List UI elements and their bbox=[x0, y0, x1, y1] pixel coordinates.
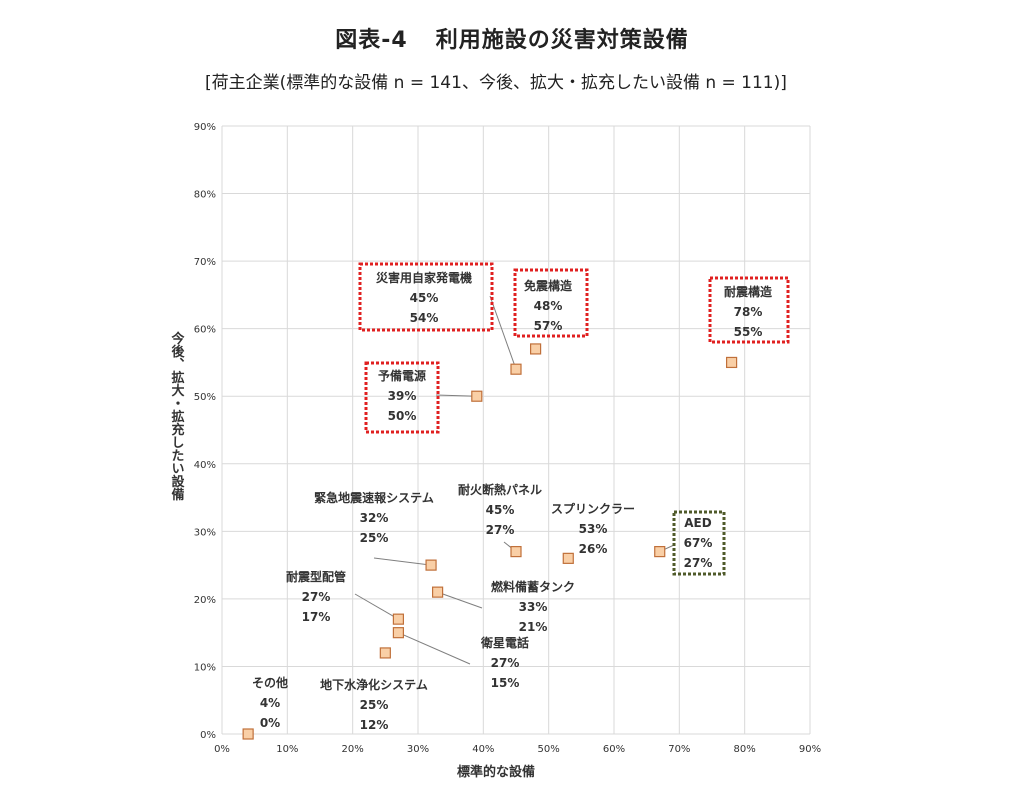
y-tick-label: 60% bbox=[194, 325, 216, 336]
y-tick-label: 50% bbox=[194, 392, 216, 403]
point-name-label: 地下水浄化システム bbox=[320, 677, 428, 692]
point-y-value-label: 57% bbox=[534, 319, 563, 333]
x-tick-label: 90% bbox=[799, 744, 821, 755]
data-point bbox=[654, 545, 666, 558]
data-point bbox=[379, 647, 391, 659]
y-tick-label: 20% bbox=[194, 595, 216, 606]
point-y-value-label: 21% bbox=[519, 620, 548, 634]
point-y-value-label: 25% bbox=[360, 531, 389, 545]
x-axis-title: 標準的な設備 bbox=[457, 764, 535, 780]
x-tick-label: 80% bbox=[734, 744, 756, 755]
highlight-box bbox=[513, 268, 589, 338]
point-name-label: 免震構造 bbox=[524, 278, 573, 293]
data-point bbox=[529, 343, 542, 355]
data-point bbox=[392, 613, 404, 625]
data-point bbox=[562, 552, 574, 564]
highlight-box bbox=[364, 361, 440, 434]
point-name-label: その他 bbox=[252, 675, 288, 690]
point-y-value-label: 0% bbox=[260, 716, 280, 730]
y-tick-label: 0% bbox=[200, 730, 216, 741]
data-point bbox=[510, 363, 522, 375]
point-name-label: 耐震型配管 bbox=[286, 569, 346, 584]
point-y-value-label: 15% bbox=[491, 676, 520, 690]
x-tick-label: 40% bbox=[472, 744, 494, 755]
point-name-label: 耐火断熱パネル bbox=[458, 482, 542, 497]
point-y-value-label: 17% bbox=[302, 610, 331, 624]
point-name-label: AED bbox=[684, 516, 711, 530]
y-tick-label: 40% bbox=[194, 460, 216, 471]
data-point bbox=[725, 356, 738, 369]
data-point bbox=[392, 627, 404, 639]
x-tick-label: 70% bbox=[668, 744, 690, 755]
y-tick-label: 70% bbox=[194, 257, 216, 268]
point-x-value-label: 39% bbox=[388, 389, 417, 403]
leader-line bbox=[489, 295, 517, 370]
data-point bbox=[432, 586, 444, 598]
leader-line bbox=[437, 591, 483, 609]
x-tick-label: 60% bbox=[603, 744, 625, 755]
point-y-value-label: 27% bbox=[486, 523, 515, 537]
data-point bbox=[425, 559, 437, 571]
point-x-value-label: 4% bbox=[260, 696, 280, 710]
point-y-value-label: 55% bbox=[734, 325, 763, 339]
x-tick-label: 30% bbox=[407, 744, 429, 755]
point-name-label: 衛星電話 bbox=[480, 635, 529, 650]
leader-line bbox=[435, 394, 477, 397]
y-tick-label: 30% bbox=[194, 527, 216, 538]
point-name-label: 災害用自家発電機 bbox=[376, 270, 472, 285]
figure-title: 利用施設の災害対策設備 bbox=[435, 28, 689, 53]
point-y-value-label: 54% bbox=[410, 311, 439, 325]
point-name-label: スプリンクラー bbox=[551, 501, 635, 516]
highlight-box bbox=[672, 510, 726, 576]
point-name-label: 耐震構造 bbox=[724, 284, 773, 299]
point-x-value-label: 27% bbox=[491, 656, 520, 670]
point-x-value-label: 25% bbox=[360, 698, 389, 712]
point-name-label: 予備電源 bbox=[378, 368, 426, 383]
point-x-value-label: 45% bbox=[486, 503, 515, 517]
data-point bbox=[242, 728, 254, 740]
point-y-value-label: 26% bbox=[579, 542, 608, 556]
point-x-value-label: 33% bbox=[519, 600, 548, 614]
x-tick-label: 50% bbox=[538, 744, 560, 755]
point-name-label: 燃料備蓄タンク bbox=[491, 579, 575, 594]
point-x-value-label: 78% bbox=[734, 305, 763, 319]
point-y-value-label: 12% bbox=[360, 718, 389, 732]
chart-subtitle: [荷主企業(標準的な設備 n = 141、今後、拡大・拡充したい設備 n = 1… bbox=[205, 73, 787, 93]
point-name-label: 緊急地震速報システム bbox=[314, 490, 434, 505]
point-x-value-label: 67% bbox=[684, 536, 713, 550]
point-x-value-label: 53% bbox=[579, 522, 608, 536]
y-tick-label: 10% bbox=[194, 662, 216, 673]
data-point bbox=[510, 545, 522, 558]
highlight-box bbox=[358, 262, 494, 332]
leader-line bbox=[354, 593, 399, 620]
point-y-value-label: 50% bbox=[388, 409, 417, 423]
point-y-value-label: 27% bbox=[684, 556, 713, 570]
leader-line bbox=[398, 632, 471, 665]
x-tick-label: 20% bbox=[342, 744, 364, 755]
y-tick-label: 90% bbox=[194, 122, 216, 133]
figure-number: 図表-4 bbox=[335, 28, 408, 53]
page-title: 図表-4 利用施設の災害対策設備 bbox=[0, 22, 1024, 54]
data-point bbox=[471, 390, 483, 402]
y-tick-label: 80% bbox=[194, 190, 216, 201]
leader-line bbox=[373, 557, 432, 566]
point-x-value-label: 27% bbox=[302, 590, 331, 604]
point-x-value-label: 48% bbox=[534, 299, 563, 313]
x-tick-label: 0% bbox=[214, 744, 230, 755]
highlight-box bbox=[708, 276, 790, 344]
x-tick-label: 10% bbox=[276, 744, 298, 755]
point-x-value-label: 32% bbox=[360, 511, 389, 525]
y-axis-title: 今後、拡大・拡充したい設備 bbox=[169, 331, 186, 502]
point-x-value-label: 45% bbox=[410, 291, 439, 305]
